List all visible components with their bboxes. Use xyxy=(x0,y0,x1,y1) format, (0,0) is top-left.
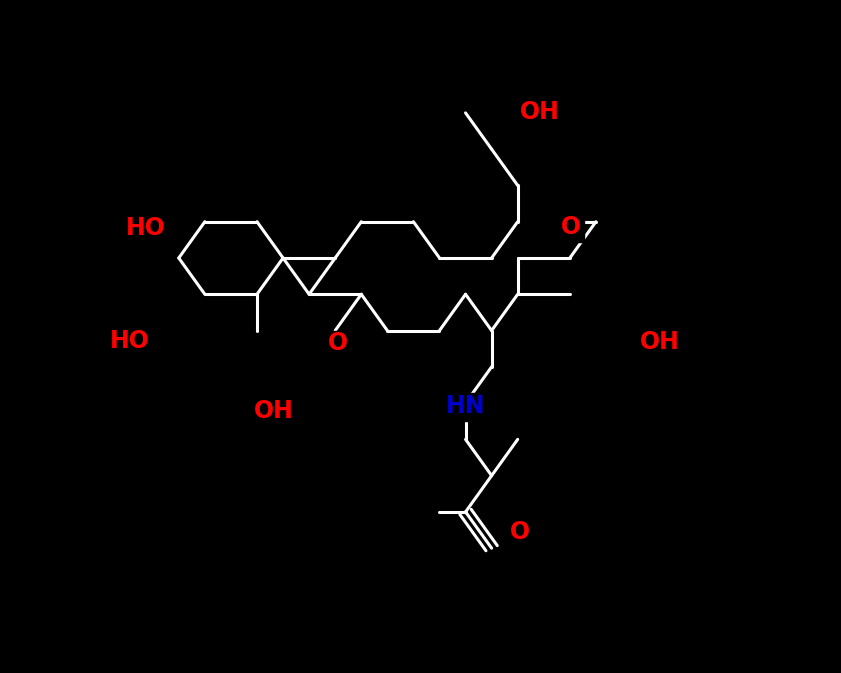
Bar xyxy=(516,99,565,127)
Bar xyxy=(325,330,351,359)
Bar xyxy=(114,215,162,244)
Text: HO: HO xyxy=(126,217,166,240)
Text: O: O xyxy=(510,520,530,544)
Text: OH: OH xyxy=(254,399,294,423)
Bar xyxy=(251,398,299,427)
Bar xyxy=(558,214,584,242)
Bar xyxy=(506,519,532,547)
Text: OH: OH xyxy=(520,100,559,124)
Text: OH: OH xyxy=(639,330,680,354)
Text: O: O xyxy=(328,332,348,355)
Bar xyxy=(98,328,146,357)
Text: HN: HN xyxy=(446,394,485,418)
Bar xyxy=(637,329,685,357)
Bar xyxy=(442,393,490,421)
Text: HO: HO xyxy=(109,329,150,353)
Text: O: O xyxy=(561,215,581,239)
